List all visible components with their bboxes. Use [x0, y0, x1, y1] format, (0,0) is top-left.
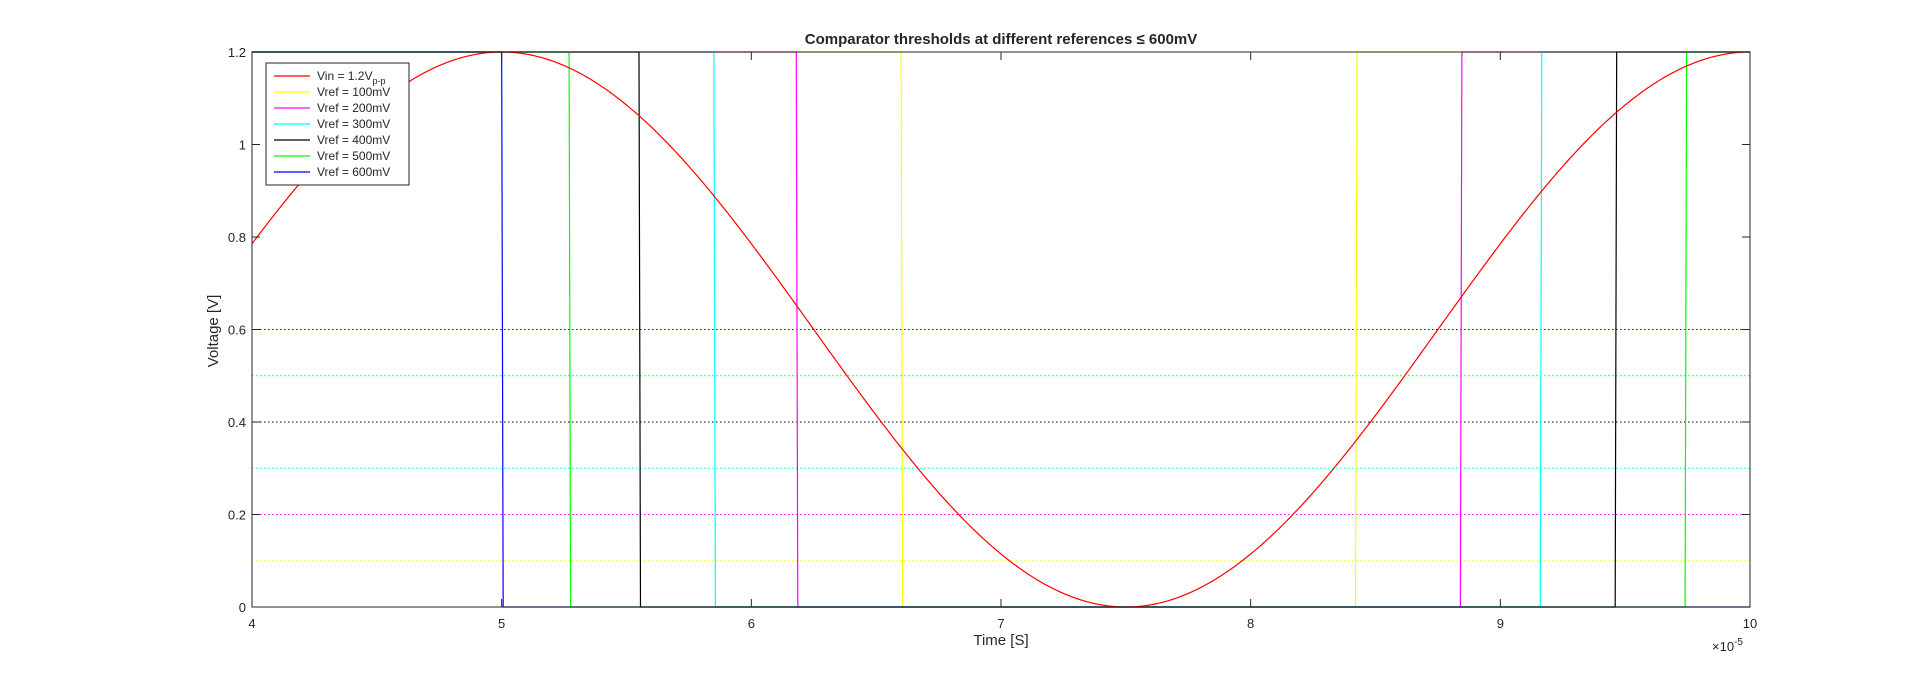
y-tick-label: 0.8	[228, 230, 246, 245]
legend-label: Vref = 500mV	[317, 149, 390, 163]
y-tick-label: 0.2	[228, 508, 246, 523]
x-tick-label: 8	[1247, 616, 1254, 631]
legend-label: Vin = 1.2Vp-p	[317, 69, 386, 86]
legend-label: Vref = 600mV	[317, 165, 390, 179]
x-exponent-power: -5	[1734, 637, 1743, 648]
x-exponent-base: ×10	[1712, 639, 1734, 654]
y-tick-label: 0	[239, 600, 246, 615]
y-axis-label: Voltage [V]	[205, 295, 222, 368]
axes: 4 5 6 7 8 9 10 0 0.2 0.4 0.6 0.8 1 1.2	[228, 45, 1757, 631]
y-tick-label: 1	[239, 138, 246, 153]
legend-label: Vref = 400mV	[317, 133, 390, 147]
chart-title: Comparator thresholds at different refer…	[805, 31, 1198, 48]
x-tick-label: 5	[498, 616, 505, 631]
legend-label: Vref = 300mV	[317, 117, 390, 131]
y-tick-label: 0.6	[228, 323, 246, 338]
x-tick-label: 4	[248, 616, 255, 631]
x-tick-label: 7	[997, 616, 1004, 631]
legend-label: Vref = 200mV	[317, 101, 390, 115]
x-tick-label: 6	[748, 616, 755, 631]
legend-label-subscript: p-p	[373, 76, 386, 86]
y-tick-label: 0.4	[228, 415, 246, 430]
threshold-lines	[252, 329, 1750, 562]
y-tick-label: 1.2	[228, 45, 246, 60]
x-axis-label: Time [S]	[973, 632, 1028, 649]
x-tick-label: 9	[1497, 616, 1504, 631]
legend-label: Vref = 100mV	[317, 85, 390, 99]
x-exponent: ×10-5	[1712, 637, 1743, 654]
x-tick-label: 10	[1743, 616, 1757, 631]
